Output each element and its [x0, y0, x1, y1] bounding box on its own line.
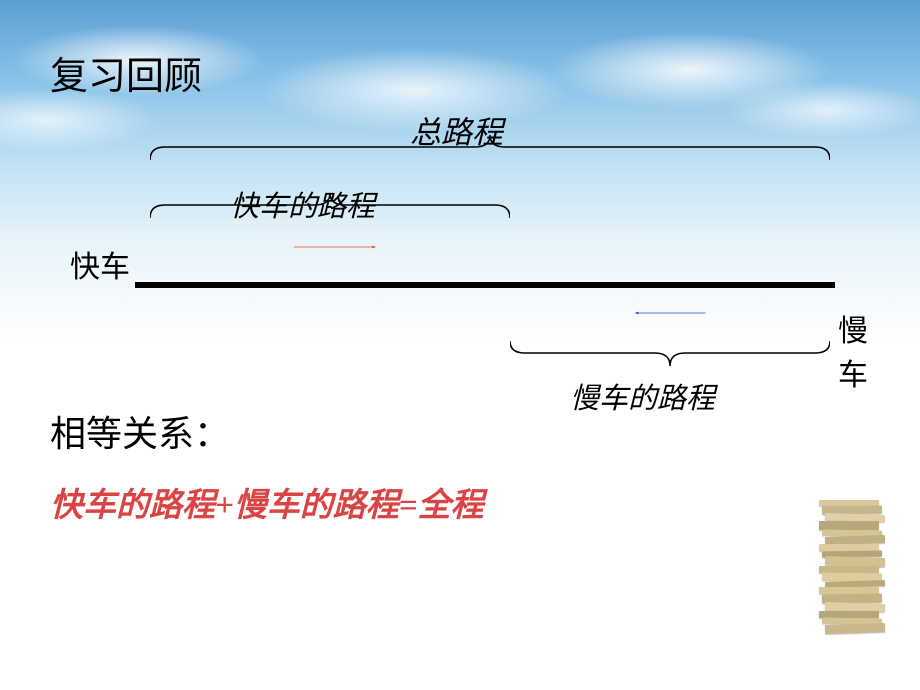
slow-train-label: 慢车: [838, 306, 870, 394]
main-track-line: [135, 282, 835, 288]
slow-train-arrow: [510, 311, 830, 315]
slow-distance-label: 慢车的路程: [570, 375, 715, 417]
slide-title: 复习回顾: [50, 45, 202, 100]
fast-train-label: 快车: [70, 242, 130, 286]
brace-total-distance: [150, 135, 830, 160]
books-stack-decoration: [822, 500, 882, 635]
distance-diagram: 总路程 快车的路程 快车 慢车 慢车的路程: [80, 125, 870, 405]
brace-fast-distance: [150, 193, 510, 218]
relation-heading: 相等关系：: [50, 405, 230, 457]
brace-slow-distance: [510, 341, 830, 366]
fast-train-arrow: [150, 245, 520, 249]
relation-equation: 快车的路程+慢车的路程=全程: [50, 478, 484, 526]
